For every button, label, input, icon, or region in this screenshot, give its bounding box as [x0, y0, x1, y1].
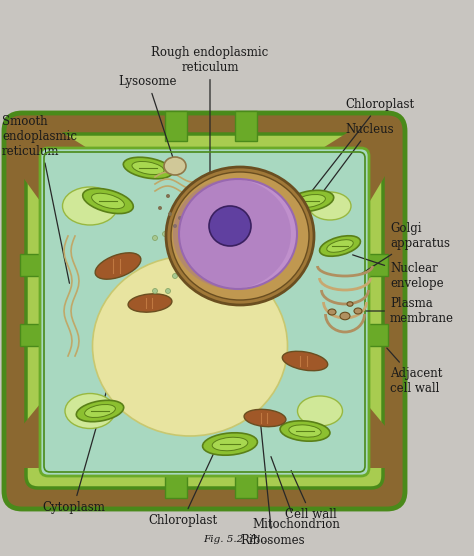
Text: Cytoplasm: Cytoplasm: [42, 329, 124, 514]
Text: Ribosomes: Ribosomes: [240, 221, 305, 547]
Ellipse shape: [295, 195, 325, 207]
Ellipse shape: [171, 172, 309, 300]
Ellipse shape: [193, 214, 197, 218]
FancyBboxPatch shape: [40, 148, 369, 476]
Polygon shape: [22, 404, 100, 468]
Text: Plasma
membrane: Plasma membrane: [361, 297, 454, 325]
Ellipse shape: [286, 190, 334, 212]
Ellipse shape: [158, 206, 162, 210]
Polygon shape: [310, 131, 385, 201]
Ellipse shape: [165, 289, 171, 294]
Ellipse shape: [92, 256, 288, 436]
Ellipse shape: [298, 396, 343, 426]
Ellipse shape: [289, 425, 321, 437]
Polygon shape: [22, 131, 100, 201]
Ellipse shape: [153, 289, 157, 294]
Ellipse shape: [182, 256, 188, 261]
Text: Smooth
endoplasmic
reticulum: Smooth endoplasmic reticulum: [2, 115, 77, 283]
Polygon shape: [310, 408, 385, 468]
Ellipse shape: [328, 309, 336, 315]
Ellipse shape: [223, 212, 227, 216]
Ellipse shape: [164, 157, 186, 175]
Ellipse shape: [228, 198, 232, 202]
Ellipse shape: [203, 226, 207, 230]
Ellipse shape: [246, 199, 250, 203]
Ellipse shape: [63, 187, 118, 225]
Ellipse shape: [168, 212, 172, 216]
Ellipse shape: [178, 216, 182, 220]
Ellipse shape: [209, 206, 251, 246]
Text: Lysosome: Lysosome: [119, 75, 177, 161]
Text: Fig. 5.2  Pl...: Fig. 5.2 Pl...: [203, 535, 271, 544]
Text: Mitochondrion: Mitochondrion: [252, 456, 340, 531]
Ellipse shape: [283, 351, 328, 371]
Bar: [20, 324, 48, 346]
Ellipse shape: [95, 253, 141, 279]
Ellipse shape: [173, 274, 177, 279]
Ellipse shape: [173, 224, 177, 228]
Text: Chloroplast: Chloroplast: [148, 446, 217, 527]
Ellipse shape: [218, 264, 222, 269]
Bar: [165, 111, 187, 141]
Ellipse shape: [244, 409, 286, 426]
Bar: [360, 324, 388, 346]
Ellipse shape: [327, 240, 353, 252]
Bar: [165, 470, 187, 498]
Text: Adjacent
cell wall: Adjacent cell wall: [387, 348, 442, 395]
Ellipse shape: [319, 236, 360, 256]
Ellipse shape: [167, 249, 173, 254]
Ellipse shape: [213, 216, 217, 220]
Ellipse shape: [340, 312, 350, 320]
Ellipse shape: [202, 433, 257, 455]
Ellipse shape: [309, 192, 351, 220]
Ellipse shape: [83, 188, 133, 214]
Ellipse shape: [84, 405, 115, 418]
Text: Chloroplast: Chloroplast: [310, 98, 414, 194]
Ellipse shape: [238, 224, 242, 228]
Ellipse shape: [243, 212, 247, 216]
Ellipse shape: [128, 294, 172, 312]
Text: Cell wall: Cell wall: [285, 470, 337, 521]
Text: Golgi
apparatus: Golgi apparatus: [360, 222, 450, 275]
Ellipse shape: [354, 308, 362, 314]
Ellipse shape: [173, 179, 291, 289]
Ellipse shape: [76, 400, 124, 421]
Ellipse shape: [196, 196, 200, 200]
FancyBboxPatch shape: [26, 134, 383, 488]
Ellipse shape: [166, 167, 314, 305]
Text: Nuclear
envelope: Nuclear envelope: [353, 255, 444, 290]
Ellipse shape: [253, 224, 257, 228]
FancyBboxPatch shape: [4, 113, 405, 509]
Ellipse shape: [123, 157, 173, 179]
Bar: [20, 254, 48, 276]
Text: Rough endoplasmic
reticulum: Rough endoplasmic reticulum: [151, 46, 269, 185]
Ellipse shape: [258, 212, 262, 216]
Ellipse shape: [250, 216, 254, 220]
Ellipse shape: [198, 259, 202, 264]
Bar: [235, 470, 257, 498]
Bar: [360, 254, 388, 276]
Bar: [235, 111, 257, 141]
Ellipse shape: [153, 236, 157, 241]
Ellipse shape: [91, 193, 124, 208]
Ellipse shape: [166, 194, 170, 198]
Ellipse shape: [192, 279, 198, 284]
Ellipse shape: [163, 231, 167, 236]
Ellipse shape: [212, 437, 248, 451]
Ellipse shape: [280, 421, 330, 441]
Ellipse shape: [65, 394, 115, 429]
Ellipse shape: [233, 206, 237, 210]
Text: Nucleus: Nucleus: [307, 123, 393, 214]
Ellipse shape: [347, 302, 353, 306]
Ellipse shape: [132, 161, 164, 175]
Ellipse shape: [179, 179, 297, 289]
